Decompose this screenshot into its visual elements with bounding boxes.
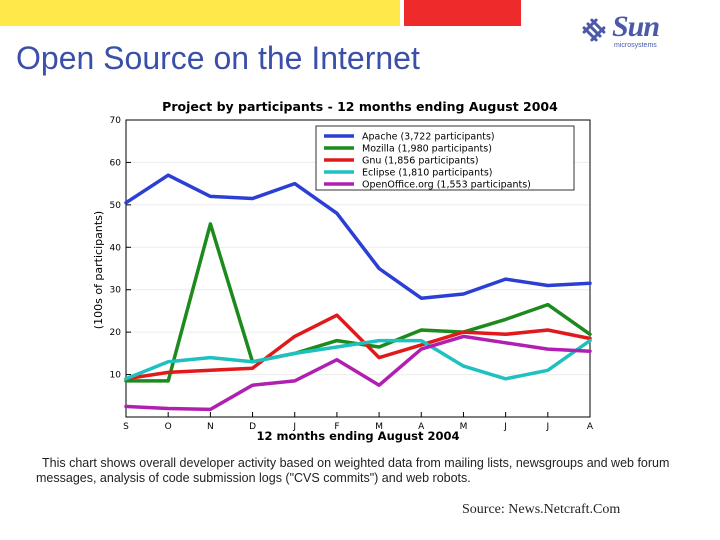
x-tick-label: D bbox=[249, 422, 256, 432]
slide-title: Open Source on the Internet bbox=[16, 40, 420, 76]
x-tick-label: A bbox=[418, 422, 425, 432]
sun-logo-icon bbox=[582, 18, 606, 42]
y-axis-label: (100s of participants) bbox=[92, 211, 105, 329]
chart-legend: Apache (3,722 participants)Mozilla (1,98… bbox=[315, 125, 575, 191]
source-credit: Source: News.Netcraft.Com bbox=[462, 502, 621, 517]
series-lines bbox=[124, 173, 592, 412]
x-tick-label: S bbox=[123, 422, 129, 432]
y-tick-label: 60 bbox=[110, 158, 122, 168]
x-tick-label: N bbox=[207, 422, 214, 432]
logo-wordmark: Sun bbox=[612, 10, 660, 43]
chart-title: Project by participants - 12 months endi… bbox=[162, 99, 558, 114]
line-chart: Project by participants - 12 months endi… bbox=[92, 99, 594, 443]
series-line bbox=[124, 334, 592, 412]
series-line bbox=[124, 338, 592, 381]
x-tick-label: O bbox=[165, 422, 172, 432]
y-tick-label: 20 bbox=[110, 328, 122, 338]
series-line bbox=[124, 313, 592, 381]
y-tick-label: 70 bbox=[110, 116, 122, 126]
x-axis-label: 12 months ending August 2004 bbox=[256, 429, 459, 443]
x-tick-label: M bbox=[375, 422, 383, 432]
logo-subtitle: microsystems bbox=[614, 42, 657, 49]
legend-label: Eclipse (1,810 participants) bbox=[362, 168, 493, 179]
legend-label: OpenOffice.org (1,553 participants) bbox=[362, 180, 531, 191]
y-axis-ticks: 10 20 30 40 50 60 70 bbox=[110, 116, 131, 381]
top-bar-yellow bbox=[0, 0, 400, 26]
legend-label: Apache (3,722 participants) bbox=[362, 132, 495, 143]
x-tick-label: J bbox=[292, 422, 296, 432]
series-line bbox=[124, 173, 592, 300]
chart-caption: This chart shows overall developer activ… bbox=[36, 456, 670, 485]
y-tick-label: 10 bbox=[110, 371, 122, 381]
legend-label: Gnu (1,856 participants) bbox=[362, 156, 479, 167]
y-tick-label: 40 bbox=[110, 243, 122, 253]
legend-box bbox=[315, 125, 575, 191]
x-tick-label: J bbox=[503, 422, 507, 432]
sun-logo: Sun microsystems bbox=[578, 10, 670, 54]
legend-label: Mozilla (1,980 participants) bbox=[362, 144, 492, 155]
y-tick-label: 50 bbox=[110, 201, 122, 211]
x-tick-label: A bbox=[587, 422, 594, 432]
x-tick-label: F bbox=[334, 422, 339, 432]
top-bar-red bbox=[404, 0, 521, 26]
y-tick-label: 30 bbox=[110, 286, 122, 296]
x-tick-label: M bbox=[460, 422, 468, 432]
x-tick-label: J bbox=[545, 422, 549, 432]
plot-frame bbox=[125, 119, 591, 418]
